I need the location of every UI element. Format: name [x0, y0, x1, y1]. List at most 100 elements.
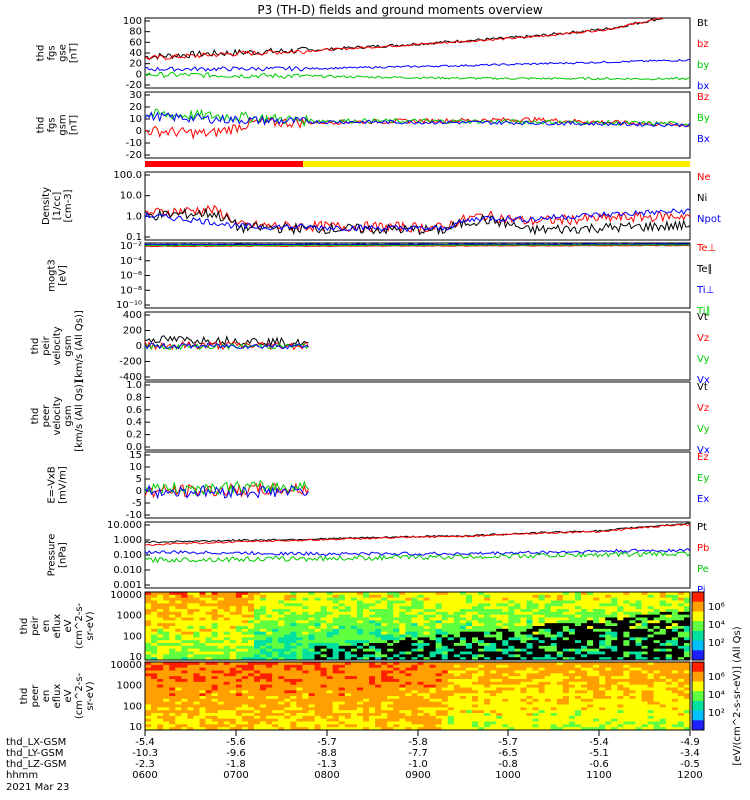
spectrogram-cell — [235, 606, 243, 610]
spectrogram-cell — [568, 597, 576, 601]
spectrogram-cell — [629, 620, 636, 624]
spectrogram-cell — [235, 670, 243, 674]
spectrogram-cell — [532, 606, 540, 610]
spectrogram-cell — [338, 645, 346, 650]
spectrogram-cell — [459, 721, 467, 725]
spectrogram-cell — [320, 727, 328, 731]
spectrogram-cell — [635, 597, 643, 601]
spectrogram-cell — [502, 667, 509, 671]
spectrogram-cell — [326, 603, 334, 607]
spectrogram-cell — [296, 696, 303, 700]
spectrogram-cell — [356, 693, 364, 697]
spectrogram-cell — [459, 637, 467, 641]
y-tick-label: -400 — [119, 372, 142, 383]
spectrogram-cell — [611, 600, 618, 604]
spectrogram-cell — [538, 654, 546, 658]
spectrogram-cell — [338, 704, 346, 708]
spectrogram-cell — [490, 707, 497, 711]
spectrogram-cell — [520, 609, 527, 613]
spectrogram-cell — [211, 690, 219, 694]
spectrogram-cell — [223, 713, 231, 717]
spectrogram-cell — [653, 690, 661, 694]
spectrogram-cell — [417, 662, 425, 666]
spectrogram-cell — [629, 710, 636, 714]
spectrogram-cell — [399, 696, 406, 700]
spectrogram-cell — [459, 654, 467, 658]
spectrogram-cell — [587, 592, 594, 596]
spectrogram-cell — [205, 684, 213, 688]
spectrogram-cell — [363, 614, 370, 618]
spectrogram-cell — [393, 681, 400, 686]
spectrogram-cell — [247, 654, 255, 658]
spectrogram-cell — [399, 670, 406, 674]
y-axis-label: Density — [41, 187, 52, 225]
spectrogram-cell — [235, 710, 243, 714]
spectrogram-cell — [550, 707, 558, 711]
spectrogram-cell — [332, 704, 340, 708]
spectrogram-cell — [526, 718, 534, 722]
spectrogram-cell — [260, 718, 267, 722]
spectrogram-cell — [187, 676, 194, 680]
spectrogram-cell — [254, 704, 261, 708]
spectrogram-cell — [411, 667, 418, 671]
spectrogram-cell — [284, 600, 291, 604]
spectrogram-cell — [363, 611, 370, 616]
spectrogram-cell — [326, 637, 334, 641]
spectrogram-cell — [284, 698, 291, 703]
spectrogram-cell — [320, 662, 328, 666]
spectrogram-cell — [502, 698, 509, 703]
spectrogram-cell — [387, 710, 394, 714]
spectrogram-cell — [254, 654, 261, 658]
spectrogram-cell — [671, 679, 679, 683]
spectrogram-cell — [465, 676, 473, 680]
spectrogram-cell — [369, 727, 376, 731]
spectrogram-cell — [568, 698, 576, 703]
spectrogram-cell — [629, 640, 636, 644]
spectrogram-cell — [193, 626, 200, 630]
spectrogram-cell — [447, 721, 455, 725]
spectrogram-cell — [429, 681, 437, 686]
spectrogram-cell — [326, 676, 334, 680]
spectrogram-cell — [472, 718, 479, 722]
footer-value: 0700 — [223, 770, 248, 781]
spectrogram-cell — [677, 592, 685, 596]
spectrogram-cell — [508, 626, 515, 630]
spectrogram-cell — [490, 609, 497, 613]
spectrogram-cell — [381, 693, 388, 697]
spectrogram-cell — [381, 721, 388, 725]
spectrogram-cell — [326, 626, 334, 630]
spectrogram-cell — [320, 721, 328, 725]
spectrogram-cell — [417, 640, 425, 644]
spectrogram-cell — [526, 670, 534, 674]
spectrogram-cell — [284, 651, 291, 655]
spectrogram-cell — [508, 606, 515, 610]
spectrogram-cell — [241, 637, 249, 641]
spectrogram-cell — [235, 721, 243, 725]
spectrogram-cell — [356, 631, 364, 635]
spectrogram-cell — [478, 634, 485, 638]
spectrogram-cell — [550, 614, 558, 618]
spectrogram-cell — [399, 690, 406, 694]
spectrogram-cell — [326, 679, 334, 683]
spectrogram-cell — [526, 681, 534, 686]
footer-value: -1.3 — [317, 759, 337, 770]
spectrogram-cell — [447, 654, 455, 658]
spectrogram-cell — [254, 634, 261, 638]
spectrogram-cell — [472, 696, 479, 700]
spectrogram-cell — [472, 657, 479, 661]
spectrogram-cell — [538, 631, 546, 635]
spectrogram-cell — [399, 594, 406, 599]
spectrogram-cell — [369, 693, 376, 697]
spectrogram-cell — [611, 603, 618, 607]
spectrogram-cell — [611, 673, 618, 677]
spectrogram-cell — [647, 657, 655, 661]
spectrogram-cell — [157, 645, 164, 650]
spectrogram-cell — [235, 637, 243, 641]
spectrogram-cell — [453, 670, 461, 674]
spectrogram-cell — [617, 718, 624, 722]
spectrogram-cell — [520, 690, 527, 694]
spectrogram-cell — [459, 594, 467, 599]
spectrogram-cell — [411, 594, 418, 599]
spectrogram-cell — [538, 657, 546, 661]
